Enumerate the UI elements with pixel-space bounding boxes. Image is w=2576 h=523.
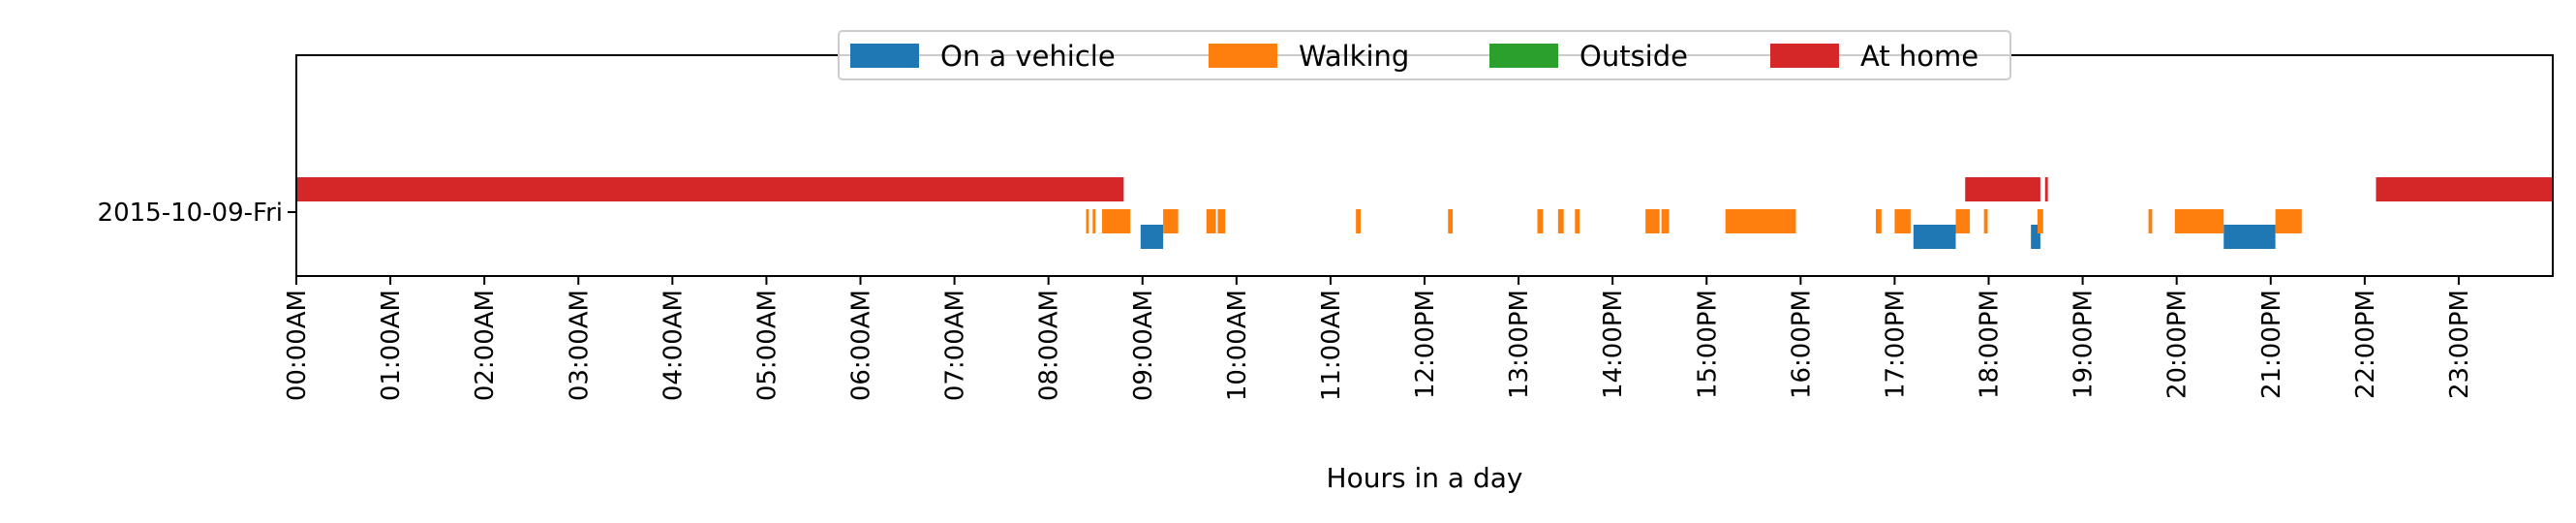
bar-walking-10 [1575,209,1580,233]
bar-walking-14 [1876,209,1882,233]
bars-layer [296,177,2553,249]
legend-label-at-home: At home [1860,40,1978,73]
legend-label-outside: Outside [1579,40,1688,73]
legend: On a vehicle Walking Outside At home [838,30,2011,80]
bar-walking-18 [2037,209,2043,233]
bar-on-a-vehicle-1 [1913,225,1956,249]
bar-at-home-2 [2044,177,2048,201]
bar-walking-8 [1537,209,1544,233]
x-tick-label: 22:00PM [2351,290,2380,399]
bar-walking-15 [1894,209,1911,233]
bar-at-home-1 [1965,177,2040,201]
row-ticks: 2015-10-09-Fri [98,199,296,228]
bar-walking-7 [1448,209,1454,233]
x-tick-label: 02:00AM [471,290,500,401]
legend-box [838,30,2011,80]
x-tick-label: 04:00AM [659,290,688,401]
x-axis-ticks: 00:00AM 01:00AM 02:00AM 03:00AM 04:00AM 05:00… [283,276,2474,401]
x-tick-label: 16:00PM [1787,290,1816,399]
x-tick-label: 14:00PM [1599,290,1628,399]
legend-label-on-a-vehicle: On a vehicle [940,40,1116,73]
x-tick-label: 20:00PM [2163,290,2193,399]
x-tick-label: 03:00AM [565,290,594,401]
x-tick-label: 12:00PM [1411,290,1440,399]
bar-walking-3 [1163,209,1179,233]
bar-walking-20 [2174,209,2224,233]
legend-swatch-at-home [1770,44,1839,68]
plot-frame [295,54,2554,277]
legend-label-walking: Walking [1299,40,1409,73]
bar-walking-21 [2275,209,2302,233]
bar-on-a-vehicle-2 [2031,225,2040,249]
bar-walking-5 [1217,209,1226,233]
x-tick-label: 17:00PM [1881,290,1910,399]
x-tick-label: 19:00PM [2070,290,2099,399]
legend-swatch-outside [1489,44,1558,68]
legend-swatch-walking [1209,44,1277,68]
bar-walking-19 [2148,209,2153,233]
x-tick-label: 11:00AM [1317,290,1346,401]
bar-on-a-vehicle-0 [1140,225,1164,249]
y-tick-label: 2015-10-09-Fri [98,199,283,228]
x-tick-label: 13:00PM [1505,290,1534,399]
bar-walking-16 [1955,209,1971,233]
bar-walking-4 [1206,209,1216,233]
bar-on-a-vehicle-3 [2223,225,2276,249]
x-tick-label: 15:00PM [1693,290,1722,399]
bar-walking-13 [1725,209,1796,233]
x-tick-label: 06:00AM [847,290,876,401]
x-tick-label: 08:00AM [1035,290,1064,401]
bar-walking-12 [1661,209,1670,233]
bar-walking-2 [1102,209,1131,233]
bar-at-home-0 [296,177,1124,201]
bar-at-home-3 [2376,177,2553,201]
x-tick-label: 21:00PM [2257,290,2286,399]
bar-walking-6 [1356,209,1361,233]
x-tick-label: 23:00PM [2445,290,2474,399]
bar-walking-9 [1557,209,1564,233]
x-tick-label: 10:00AM [1223,290,1252,401]
bar-walking-0 [1086,209,1089,233]
x-tick-label: 00:00AM [283,290,312,401]
legend-swatch-on-a-vehicle [850,44,919,68]
x-tick-label: 05:00AM [752,290,782,401]
bar-walking-11 [1645,209,1660,233]
x-axis-title: Hours in a day [1327,462,1523,494]
x-tick-label: 01:00AM [377,290,406,401]
x-tick-label: 07:00AM [941,290,970,401]
bar-walking-1 [1092,209,1096,233]
x-tick-label: 18:00PM [1976,290,2005,399]
x-tick-label: 09:00AM [1129,290,1158,401]
bar-walking-17 [1983,209,1988,233]
